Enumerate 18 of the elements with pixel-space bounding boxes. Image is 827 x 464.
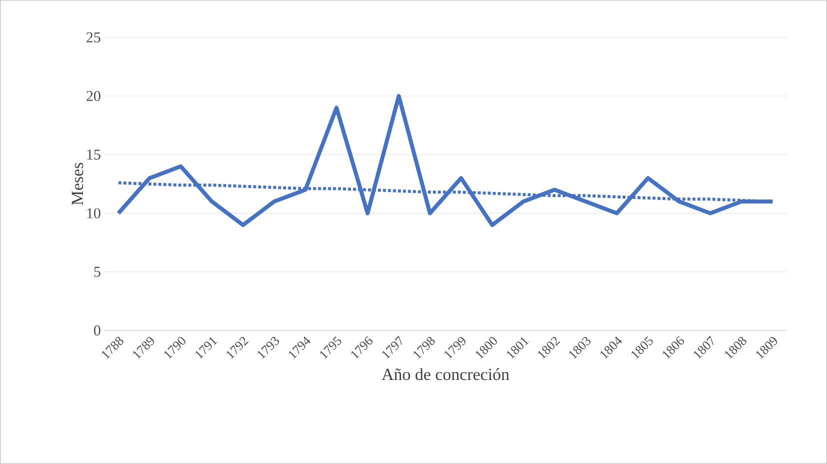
- x-tick-label: 1792: [226, 337, 249, 360]
- x-tick-label: 1801: [506, 337, 529, 360]
- y-tick-label: 10: [87, 208, 100, 218]
- y-tick-label: 5: [94, 266, 100, 277]
- x-tick-label: 1800: [476, 337, 497, 360]
- x-tick-label: 1803: [569, 337, 591, 360]
- y-axis-title: Meses: [72, 162, 84, 206]
- x-tick-label: 1791: [195, 337, 218, 360]
- x-tick-label: 1802: [538, 337, 560, 360]
- y-tick-label: 25: [86, 32, 100, 42]
- x-tick-label: 1799: [444, 337, 466, 360]
- y-tick-label: 15: [87, 150, 100, 160]
- y-tick-label: 20: [86, 91, 100, 102]
- x-tick-label: 1809: [756, 337, 778, 360]
- x-axis-title: Año de concreción: [382, 368, 510, 380]
- y-tick-label: 0: [94, 325, 100, 336]
- x-tick-label: 1790: [164, 337, 186, 360]
- x-tick-label: 1789: [133, 337, 154, 360]
